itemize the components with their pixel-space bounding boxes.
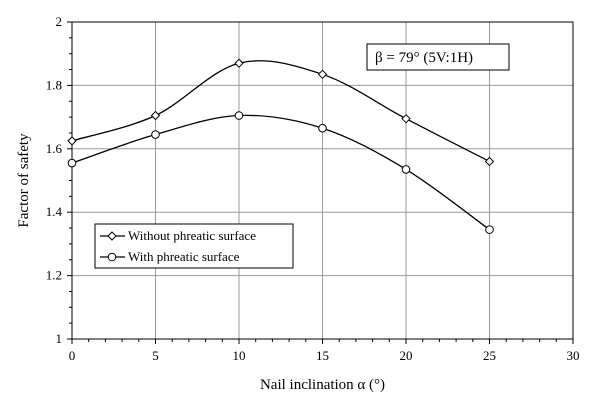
annotation-box: β = 79° (5V:1H)	[366, 43, 510, 71]
data-point	[401, 113, 411, 124]
legend-marker	[107, 231, 117, 241]
x-axis-label: Nail inclination α (°)	[260, 377, 385, 393]
x-tick-label: 10	[233, 348, 246, 363]
y-tick-label: 1.6	[46, 141, 63, 156]
series-line	[71, 60, 490, 163]
axis-ticks	[67, 21, 574, 344]
data-point	[234, 111, 244, 120]
data-point	[150, 110, 161, 121]
data-point	[234, 58, 244, 68]
data-point	[67, 136, 77, 146]
series-2	[67, 111, 494, 234]
x-tick-label: 15	[316, 348, 329, 363]
series-1	[67, 58, 495, 167]
data-point	[484, 156, 495, 167]
data-point	[317, 69, 328, 80]
series-group	[67, 58, 495, 234]
x-tick-label: 20	[400, 348, 413, 363]
y-tick-label: 1.4	[46, 204, 63, 219]
legend: Without phreatic surface With phreatic su…	[94, 223, 294, 269]
legend-item: Without phreatic surface	[100, 228, 256, 243]
annotation-label: β = 79° (5V:1H)	[375, 50, 473, 66]
x-tick-label: 0	[69, 348, 76, 363]
data-point	[151, 130, 160, 139]
y-tick-label: 2	[56, 14, 63, 29]
y-axis-label: Factor of safety	[16, 133, 32, 228]
data-point	[485, 225, 494, 234]
x-tick-label: 25	[483, 348, 496, 363]
y-tick-label: 1.2	[46, 268, 62, 283]
series-line	[71, 114, 490, 231]
x-tick-label: 5	[152, 348, 159, 363]
legend-label: With phreatic surface	[128, 249, 240, 264]
legend-label: Without phreatic surface	[128, 228, 256, 243]
y-tick-label: 1	[56, 331, 63, 346]
x-tick-labels: 0 5 10 15 20 25 30	[69, 348, 580, 363]
data-point	[318, 123, 327, 133]
legend-item: With phreatic surface	[100, 249, 240, 264]
y-tick-label: 1.8	[46, 77, 62, 92]
data-point	[401, 165, 411, 174]
legend-marker	[107, 252, 117, 262]
x-tick-label: 30	[567, 348, 580, 363]
data-point	[67, 158, 77, 168]
y-tick-labels: 1 1.2 1.4 1.6 1.8 2	[46, 14, 63, 346]
